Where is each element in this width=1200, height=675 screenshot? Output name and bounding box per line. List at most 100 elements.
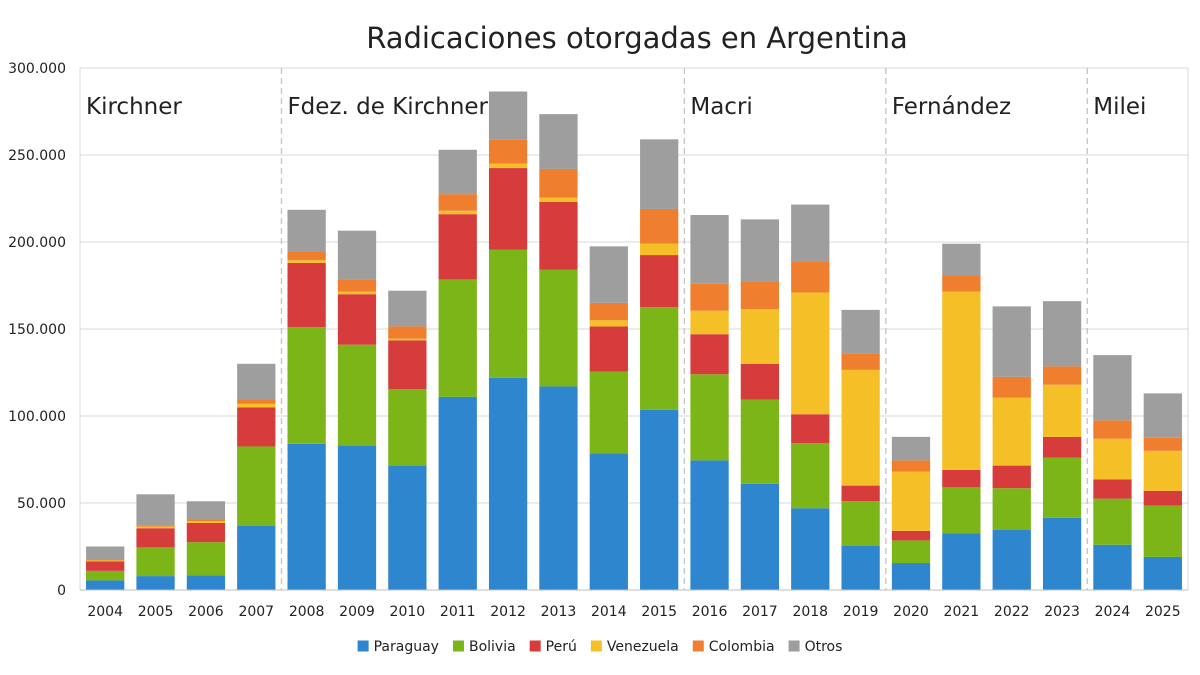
bar-segment-venezuela bbox=[992, 397, 1031, 466]
bar-segment-colombia bbox=[1093, 420, 1132, 439]
bar-segment-bolivia bbox=[237, 446, 276, 526]
bar-segment-otros bbox=[1042, 301, 1082, 367]
legend-label: Otros bbox=[805, 639, 843, 655]
bar-segment-perú bbox=[791, 414, 830, 443]
x-tick-label: 2024 bbox=[1095, 604, 1131, 620]
bar-segment-perú bbox=[287, 262, 326, 328]
bar-segment-colombia bbox=[1042, 366, 1082, 385]
bar-segment-perú bbox=[337, 294, 377, 345]
bar-segment-paraguay bbox=[438, 396, 477, 590]
legend-swatch-colombia bbox=[692, 640, 704, 652]
chart-title: Radicaciones otorgadas en Argentina bbox=[366, 21, 908, 55]
bar-segment-colombia bbox=[640, 208, 679, 244]
bar-segment-perú bbox=[841, 485, 880, 502]
bar-segment-venezuela bbox=[539, 197, 578, 202]
bar-segment-venezuela bbox=[640, 243, 679, 256]
bar-segment-perú bbox=[1143, 490, 1182, 506]
x-tick-label: 2015 bbox=[641, 604, 677, 620]
legend-swatch-paraguay bbox=[357, 640, 369, 652]
bar-segment-colombia bbox=[287, 251, 326, 261]
bar-segment-colombia bbox=[841, 353, 880, 370]
bar-segment-colombia bbox=[891, 460, 931, 472]
bar-segment-venezuela bbox=[237, 403, 276, 408]
x-tick-label: 2020 bbox=[893, 604, 929, 620]
bar-segment-perú bbox=[992, 465, 1031, 489]
bar-segment-perú bbox=[1093, 479, 1132, 499]
bar-segment-venezuela bbox=[287, 260, 326, 263]
bar-segment-otros bbox=[992, 306, 1031, 377]
bar-segment-otros bbox=[388, 290, 427, 327]
legend-swatch-perú bbox=[529, 640, 541, 652]
bar-segment-perú bbox=[488, 168, 528, 250]
bar-segment-venezuela bbox=[1093, 438, 1132, 480]
bar-segment-venezuela bbox=[791, 292, 830, 415]
period-label: Macri bbox=[690, 94, 752, 120]
bar-segment-otros bbox=[237, 363, 276, 400]
bar-segment-venezuela bbox=[388, 338, 427, 341]
bar-segment-perú bbox=[186, 523, 226, 543]
bar-segment-otros bbox=[942, 243, 981, 276]
bar-segment-otros bbox=[287, 209, 326, 252]
bar-segment-otros bbox=[690, 215, 729, 284]
bar-segment-colombia bbox=[589, 302, 628, 321]
bar-segment-otros bbox=[740, 219, 780, 282]
bar-segment-paraguay bbox=[690, 460, 729, 590]
bar-segment-paraguay bbox=[136, 576, 175, 590]
bar-segment-colombia bbox=[488, 139, 528, 164]
bar-segment-bolivia bbox=[287, 327, 326, 444]
legend-swatch-otros bbox=[788, 640, 800, 652]
x-tick-label: 2025 bbox=[1145, 604, 1181, 620]
bar-segment-colombia bbox=[740, 281, 780, 309]
period-label: Kirchner bbox=[86, 94, 182, 120]
bar-segment-venezuela bbox=[186, 521, 226, 524]
bar-segment-perú bbox=[740, 363, 780, 400]
y-tick-label: 300.000 bbox=[8, 61, 66, 77]
bar-segment-bolivia bbox=[942, 487, 981, 534]
bar-segment-colombia bbox=[237, 399, 276, 404]
bar-segment-perú bbox=[388, 340, 427, 390]
bar-segment-venezuela bbox=[1143, 450, 1182, 491]
bar-segment-bolivia bbox=[1042, 457, 1082, 518]
y-tick-label: 50.000 bbox=[17, 496, 66, 512]
bar-segment-paraguay bbox=[791, 508, 830, 590]
x-tick-label: 2021 bbox=[944, 604, 980, 620]
x-tick-label: 2022 bbox=[994, 604, 1030, 620]
bar-segment-paraguay bbox=[740, 483, 780, 590]
y-tick-label: 200.000 bbox=[8, 235, 66, 251]
bar-segment-bolivia bbox=[86, 570, 125, 581]
bar-segment-perú bbox=[690, 334, 729, 375]
bar-segment-colombia bbox=[186, 519, 226, 522]
legend-label: Colombia bbox=[709, 639, 775, 655]
x-tick-label: 2016 bbox=[692, 604, 728, 620]
axes: 0 50.000 100.000 150.000 200.000 250.000 300.0… bbox=[8, 61, 1188, 620]
x-tick-label: 2008 bbox=[289, 604, 325, 620]
bar-segment-perú bbox=[237, 407, 276, 447]
bar-segment-bolivia bbox=[1093, 498, 1132, 545]
bar-segment-colombia bbox=[438, 194, 477, 211]
bar-segment-bolivia bbox=[337, 344, 377, 446]
bar-segment-otros bbox=[589, 246, 628, 303]
legend-label: Paraguay bbox=[374, 639, 439, 655]
x-tick-label: 2014 bbox=[591, 604, 627, 620]
bar-segment-paraguay bbox=[640, 409, 679, 590]
bar-segment-perú bbox=[136, 528, 175, 548]
bar-segment-venezuela bbox=[690, 310, 729, 335]
x-tick-label: 2017 bbox=[742, 604, 778, 620]
bar-segment-venezuela bbox=[841, 369, 880, 486]
bar-segment-venezuela bbox=[488, 163, 528, 169]
bar-segment-otros bbox=[136, 494, 175, 526]
bar-segment-paraguay bbox=[891, 563, 931, 590]
bar-segment-bolivia bbox=[136, 547, 175, 577]
bar-segment-venezuela bbox=[1042, 384, 1082, 437]
bar-segment-venezuela bbox=[589, 320, 628, 327]
x-tick-label: 2012 bbox=[490, 604, 526, 620]
period-label: Milei bbox=[1093, 94, 1146, 120]
bar-segment-colombia bbox=[388, 326, 427, 339]
bar-segment-colombia bbox=[337, 279, 377, 292]
bar-segment-perú bbox=[86, 561, 125, 571]
bar-segment-venezuela bbox=[136, 526, 175, 529]
x-tick-label: 2004 bbox=[87, 604, 123, 620]
bar-segment-otros bbox=[891, 436, 931, 461]
bar-segment-bolivia bbox=[589, 371, 628, 454]
